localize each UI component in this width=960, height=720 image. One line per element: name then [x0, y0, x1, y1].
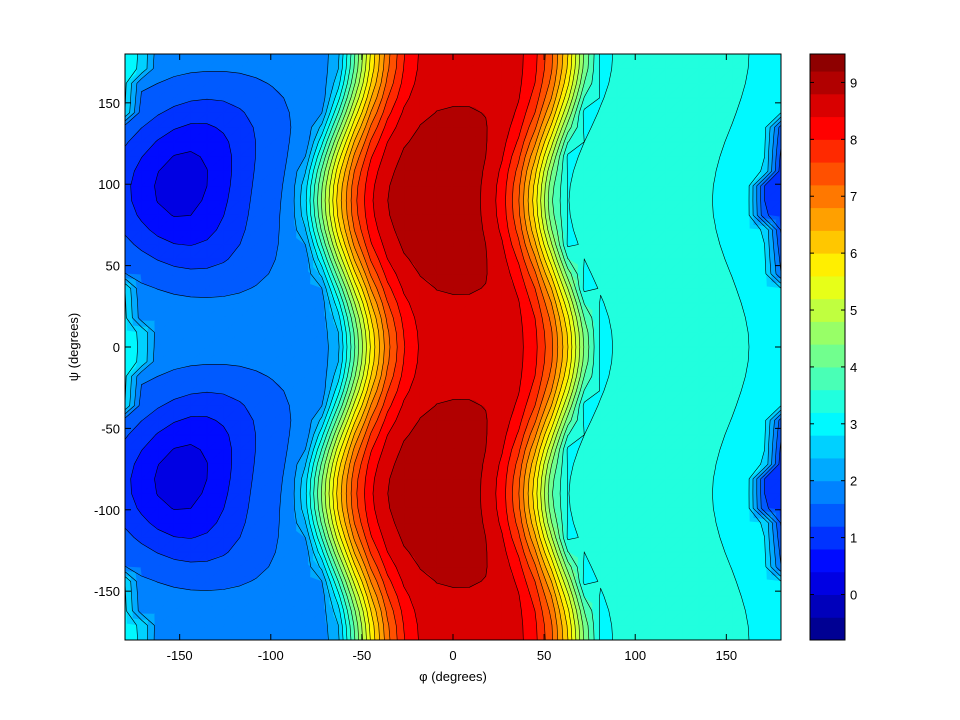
colorbar-swatch [810, 253, 845, 277]
colorbar-tick-label: 6 [850, 246, 857, 261]
colorbar-swatch [810, 480, 845, 504]
colorbar-fills [810, 54, 845, 641]
x-tick-label: -50 [352, 648, 371, 663]
colorbar-swatch [810, 503, 845, 527]
colorbar-swatch [810, 321, 845, 345]
colorbar-swatch [810, 54, 845, 72]
contour-line [125, 71, 781, 591]
y-tick-label: -50 [101, 421, 120, 436]
contour-line [324, 54, 581, 640]
colorbar-swatch [810, 344, 845, 368]
colorbar-swatch [810, 526, 845, 550]
contour-line [125, 54, 781, 640]
contour-line [125, 98, 781, 563]
colorbar-tick-label: 1 [850, 531, 857, 546]
y-axis-ticks: -150 -100 -50 0 50 100 150 [94, 96, 781, 599]
colorbar-tick-label: 0 [850, 587, 857, 602]
y-tick-label: 0 [113, 340, 120, 355]
x-tick-label: -150 [167, 648, 193, 663]
colorbar-swatch [810, 548, 845, 573]
colorbar-swatch [810, 207, 845, 231]
x-tick-label: -100 [258, 648, 284, 663]
contour-line [313, 54, 595, 640]
x-axis-ticks: -150 -100 -50 0 50 100 150 [167, 54, 737, 663]
colorbar-swatch [810, 457, 845, 482]
contour-line [321, 54, 585, 640]
y-tick-label: -150 [94, 584, 120, 599]
colorbar-swatch [810, 139, 845, 163]
y-tick-label: -100 [94, 503, 120, 518]
contour-line [350, 54, 553, 640]
colorbar-tick-label: 8 [850, 132, 857, 147]
colorbar-swatch [810, 389, 845, 413]
colorbar-swatch [810, 116, 845, 140]
y-tick-label: 150 [98, 96, 120, 111]
contour-fills [125, 54, 781, 640]
colorbar-swatch [810, 412, 845, 436]
colorbar-swatch [810, 298, 845, 322]
x-tick-label: 150 [715, 648, 737, 663]
colorbar-tick-label: 9 [850, 75, 857, 90]
contour-line [125, 54, 781, 640]
colorbar-tick-label: 2 [850, 474, 857, 489]
colorbar-swatch [810, 594, 845, 618]
contour-line [387, 106, 488, 588]
contour-line [364, 54, 538, 640]
colorbar-swatch [810, 435, 845, 459]
contour-line [356, 54, 546, 640]
colorbar-swatch [810, 366, 845, 391]
contour-line [317, 54, 590, 640]
colorbar-swatch [810, 71, 845, 95]
contour-line [332, 54, 573, 640]
colorbar-swatch [810, 617, 845, 641]
contour-line [309, 54, 750, 640]
contour-lines [125, 54, 781, 640]
contour-line [336, 54, 569, 640]
colorbar-tick-label: 5 [850, 303, 857, 318]
y-tick-label: 50 [106, 259, 120, 274]
colorbar: 0 1 2 3 4 5 6 7 8 9 [809, 53, 857, 641]
y-axis-label: ψ (degrees) [66, 313, 81, 382]
colorbar-swatch [810, 571, 845, 595]
colorbar-swatch [810, 184, 845, 209]
colorbar-tick-label: 4 [850, 360, 857, 375]
colorbar-frame [809, 53, 846, 641]
colorbar-ticks: 0 1 2 3 4 5 6 7 8 9 [810, 75, 857, 602]
contour-line [125, 54, 781, 640]
colorbar-tick-label: 7 [850, 189, 857, 204]
x-tick-label: 50 [537, 648, 551, 663]
x-tick-label: 0 [449, 648, 456, 663]
contour-band [387, 106, 488, 588]
colorbar-tick-label: 3 [850, 417, 857, 432]
x-tick-label: 100 [624, 648, 646, 663]
colorbar-swatch [810, 93, 845, 118]
contour-line [345, 54, 559, 640]
contour-line [372, 54, 524, 640]
contour-line [340, 54, 564, 640]
x-axis-label: φ (degrees) [419, 669, 487, 684]
contour-line [328, 54, 577, 640]
plot-area [125, 54, 781, 640]
y-tick-label: 100 [98, 177, 120, 192]
contour-line [130, 123, 232, 539]
colorbar-swatch [810, 162, 845, 186]
contour-line [154, 151, 208, 510]
colorbar-swatch [810, 275, 845, 300]
colorbar-swatch [810, 230, 845, 254]
